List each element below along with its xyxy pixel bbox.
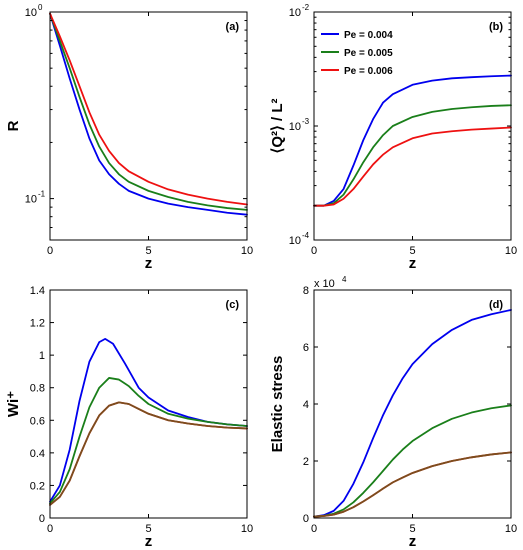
y-multiplier-d: x 10 — [314, 278, 335, 290]
series-line-d-3 — [313, 451, 512, 518]
x-axis-label-b: z — [409, 255, 417, 272]
x-tick-label-a: 10 — [241, 245, 253, 257]
y-axis-label-a: R — [5, 120, 22, 131]
legend-label-b-3: Pe = 0.006 — [344, 66, 393, 77]
y-tick-exponent-b: -2 — [302, 3, 310, 12]
y-tick-label-d: 6 — [303, 342, 309, 354]
series-line-d-2 — [313, 404, 512, 518]
y-tick-label-d: 4 — [303, 399, 309, 411]
series-line-b-1 — [313, 74, 512, 207]
x-tick-label-c: 5 — [145, 523, 151, 535]
series-line-a-3 — [49, 12, 248, 206]
panel-label-a: (a) — [226, 21, 240, 33]
y-tick-label-d: 0 — [303, 513, 309, 525]
y-tick-label-c: 1.4 — [30, 285, 45, 297]
y-tick-exponent-a: 0 — [38, 3, 43, 12]
y-tick-exponent-a: -1 — [38, 190, 46, 199]
series-line-a-1 — [49, 12, 248, 216]
y-tick-exponent-b: -4 — [302, 231, 310, 240]
y-tick-label-a: 10 — [25, 194, 37, 206]
x-tick-label-d: 10 — [505, 523, 517, 535]
panel-label-c: (c) — [226, 299, 240, 311]
plot-frame-b — [313, 11, 512, 241]
x-tick-label-a: 0 — [47, 245, 53, 257]
legend-label-b-2: Pe = 0.005 — [344, 48, 393, 59]
series-line-c-4 — [49, 401, 248, 506]
x-tick-label-b: 5 — [409, 245, 415, 257]
y-tick-exponent-b: -3 — [302, 117, 310, 126]
panel-d: 0 5 10 0 2 4 6 8 x 10 4 z Elastic stress (d) — [269, 275, 517, 550]
y-tick-label-c: 1 — [39, 350, 45, 362]
y-tick-label-c: 0.6 — [30, 415, 45, 427]
y-tick-label-d: 2 — [303, 456, 309, 468]
y-multiplier-exponent-d: 4 — [342, 275, 347, 284]
series-line-b-2 — [313, 104, 512, 207]
series-line-b-3 — [313, 126, 512, 207]
y-tick-label-c: 0.4 — [30, 448, 45, 460]
series-line-c-3 — [49, 401, 248, 506]
y-tick-label-a: 10 — [25, 7, 37, 19]
series-line-c-1 — [49, 337, 248, 503]
series-line-c-2 — [49, 377, 248, 505]
y-tick-label-b: 10 — [289, 121, 301, 133]
y-tick-label-c: 0.2 — [30, 480, 45, 492]
x-tick-label-d: 0 — [311, 523, 317, 535]
x-tick-label-a: 5 — [145, 245, 151, 257]
y-tick-label-c: 0 — [39, 513, 45, 525]
x-axis-label-c: z — [145, 533, 153, 550]
panel-c: 0 5 10 0 0.2 0.4 0.6 0.8 1 1.2 1.4 z Wi⁺ (c) — [5, 285, 253, 550]
x-tick-label-c: 0 — [47, 523, 53, 535]
y-tick-label-c: 0.8 — [30, 383, 45, 395]
y-axis-label-d: Elastic stress — [269, 356, 286, 453]
x-tick-label-b: 0 — [311, 245, 317, 257]
y-tick-label-c: 1.2 — [30, 318, 45, 330]
y-tick-label-d: 8 — [303, 285, 309, 297]
y-axis-label-c: Wi⁺ — [5, 391, 22, 417]
plot-frame-d — [313, 289, 512, 519]
series-line-a-2 — [49, 12, 248, 211]
series-line-d-1 — [313, 309, 512, 518]
series-line-d-4 — [313, 451, 512, 518]
legend-b: Pe = 0.004 Pe = 0.005 Pe = 0.006 — [321, 30, 393, 77]
panel-label-b: (b) — [489, 21, 503, 33]
y-axis-label-b: ⟨Q²⟩ / L² — [269, 98, 286, 153]
x-axis-label-a: z — [145, 255, 153, 272]
x-tick-label-d: 5 — [409, 523, 415, 535]
y-tick-label-b: 10 — [289, 235, 301, 247]
x-tick-label-b: 10 — [505, 245, 517, 257]
panel-label-d: (d) — [489, 299, 503, 311]
legend-label-b-1: Pe = 0.004 — [344, 30, 393, 41]
y-tick-label-b: 10 — [289, 7, 301, 19]
x-axis-label-d: z — [409, 533, 417, 550]
x-tick-label-c: 10 — [241, 523, 253, 535]
